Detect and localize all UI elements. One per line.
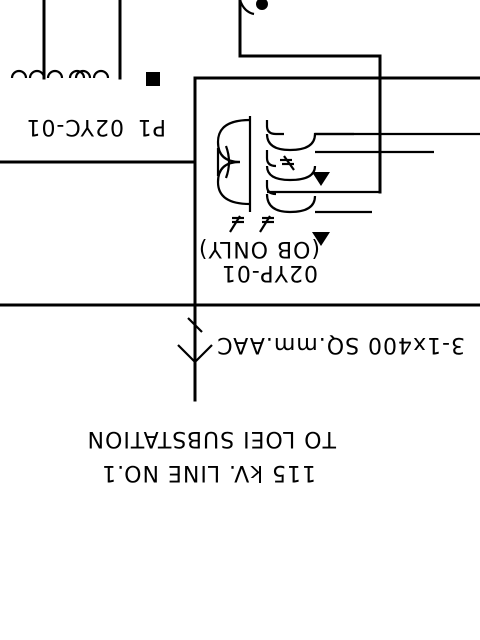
- destination-label: TO LOEI SUBSTATION: [87, 426, 337, 451]
- breaker-id-label: P1: [137, 114, 166, 139]
- voltage-transformer-symbol: [216, 116, 480, 214]
- ground-symbols: [229, 155, 330, 246]
- vt-note-label: (OB ONLY): [198, 236, 320, 261]
- current-transformer-group: [10, 69, 160, 86]
- vt-id-label: 02YP-01: [221, 260, 318, 285]
- line-label: 115 kV. LINE NO.1: [101, 460, 316, 485]
- line-exit: [177, 317, 213, 364]
- busbar-structure: [0, 0, 480, 402]
- cvt-id-label: 02YC-01: [25, 114, 124, 139]
- conductor-label: 3-1x400 SQ.mm.AAC: [216, 332, 465, 357]
- terminal-node: [238, 0, 268, 16]
- coupling-capacitor-symbol: [216, 145, 231, 179]
